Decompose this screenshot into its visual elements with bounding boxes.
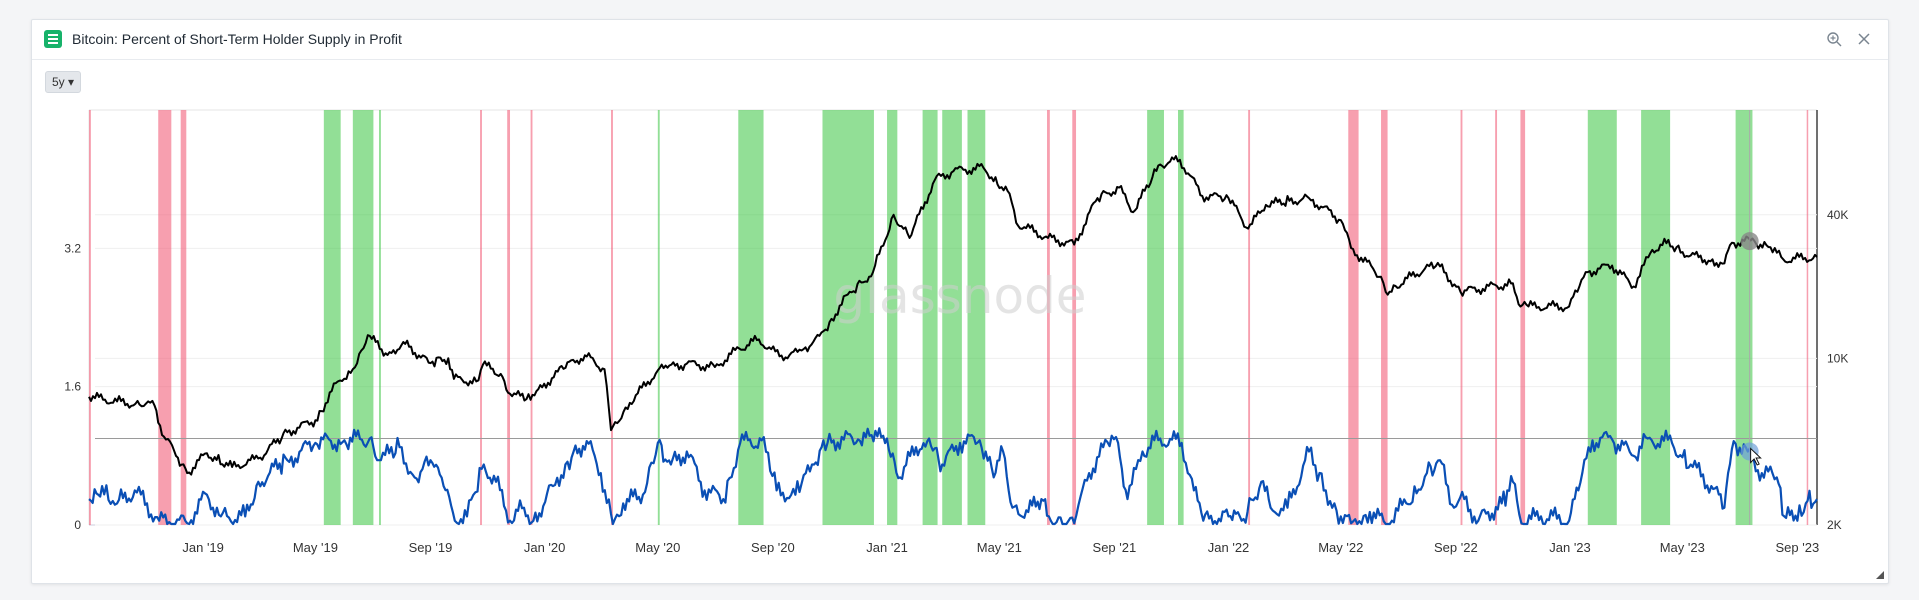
red-band xyxy=(530,110,533,525)
green-band xyxy=(942,110,962,525)
title-bar: Bitcoin: Percent of Short-Term Holder Su… xyxy=(32,20,1888,60)
green-band xyxy=(887,110,898,525)
close-icon[interactable] xyxy=(1855,30,1873,48)
highlight-bands xyxy=(89,110,1809,525)
red-band xyxy=(1248,110,1251,525)
price-line xyxy=(88,155,1818,476)
green-band xyxy=(1641,110,1671,525)
y-left-tick-label: 1.6 xyxy=(64,380,81,394)
x-tick-label: Jan '23 xyxy=(1549,540,1591,555)
green-band xyxy=(352,110,374,525)
x-tick-label: May '21 xyxy=(977,540,1022,555)
price-marker xyxy=(1740,232,1759,251)
green-band xyxy=(1587,110,1617,525)
x-tick-label: May '20 xyxy=(635,540,680,555)
red-band xyxy=(507,110,511,525)
y-left-tick-label: 3.2 xyxy=(64,241,81,255)
x-tick-label: Sep '22 xyxy=(1434,540,1478,555)
watermark-text: glassnode xyxy=(833,267,1086,325)
red-band xyxy=(1348,110,1359,525)
range-select[interactable]: 5y ▾ xyxy=(45,71,82,93)
x-tick-label: May '23 xyxy=(1660,540,1705,555)
y-left-tick-label: 0 xyxy=(74,518,81,532)
red-band xyxy=(1520,110,1526,525)
green-band xyxy=(323,110,341,525)
green-band xyxy=(1735,110,1753,525)
red-band xyxy=(1072,110,1077,525)
red-band xyxy=(1047,110,1050,525)
red-band xyxy=(1495,110,1498,525)
green-band xyxy=(822,110,874,525)
red-band xyxy=(1460,110,1463,525)
red-band xyxy=(1806,110,1809,525)
green-band xyxy=(1178,110,1184,525)
red-band xyxy=(480,110,482,525)
metric-icon xyxy=(44,30,62,48)
x-axis-labels: Jan '19 May '19 Sep '19 Jan '20 May '20 Sep '… xyxy=(182,540,1819,555)
y-right-tick-label: 40K xyxy=(1827,208,1848,222)
metric-line xyxy=(88,427,1818,526)
x-tick-label: Jan '21 xyxy=(866,540,908,555)
red-band xyxy=(158,110,172,525)
mouse-pointer-icon xyxy=(1750,447,1762,466)
x-tick-label: May '22 xyxy=(1318,540,1363,555)
x-tick-label: Jan '19 xyxy=(182,540,224,555)
red-band xyxy=(1381,110,1388,525)
green-band xyxy=(657,110,660,525)
y-right-tick-label: 10K xyxy=(1827,351,1848,365)
x-tick-label: May '19 xyxy=(293,540,338,555)
x-tick-label: Sep '21 xyxy=(1093,540,1137,555)
x-tick-label: Sep '19 xyxy=(409,540,453,555)
green-band xyxy=(1147,110,1164,525)
green-band xyxy=(967,110,986,525)
green-band xyxy=(922,110,938,525)
resize-handle[interactable] xyxy=(1876,571,1884,579)
x-tick-label: Jan '20 xyxy=(524,540,566,555)
chart-title: Bitcoin: Percent of Short-Term Holder Su… xyxy=(72,31,402,47)
zoom-icon[interactable] xyxy=(1825,30,1843,48)
red-band xyxy=(611,110,613,525)
y-right-tick-label: 2K xyxy=(1827,518,1842,532)
green-band xyxy=(738,110,764,525)
x-tick-label: Sep '23 xyxy=(1776,540,1820,555)
x-tick-label: Sep '20 xyxy=(751,540,795,555)
green-band xyxy=(379,110,381,525)
red-band xyxy=(180,110,187,525)
x-tick-label: Jan '22 xyxy=(1208,540,1250,555)
red-band xyxy=(89,110,91,525)
